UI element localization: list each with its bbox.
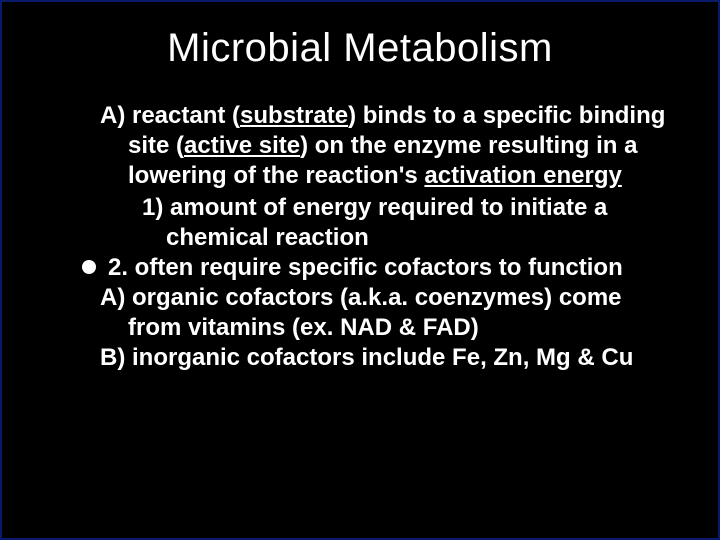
text-2: 2. often require specific cofactors to f… — [108, 254, 623, 281]
text-a-pre: A) reactant ( — [100, 102, 240, 129]
point-2b: B) inorganic cofactors include Fe, Zn, M… — [100, 343, 668, 373]
point-2a: A) organic cofactors (a.k.a. coenzymes) … — [100, 283, 668, 343]
slide-title: Microbial Metabolism — [52, 26, 668, 71]
slide-body: A) reactant (substrate) binds to a speci… — [52, 101, 668, 373]
point-a-1: 1) amount of energy required to initiate… — [142, 193, 668, 253]
bullet-icon — [82, 260, 96, 274]
slide: Microbial Metabolism A) reactant (substr… — [0, 0, 720, 540]
text-a-u1: substrate — [240, 102, 348, 129]
point-a: A) reactant (substrate) binds to a speci… — [100, 101, 668, 191]
point-2: 2. often require specific cofactors to f… — [52, 253, 668, 283]
text-a-u2: active site — [184, 132, 300, 159]
text-a-u3: activation energy — [424, 162, 621, 189]
